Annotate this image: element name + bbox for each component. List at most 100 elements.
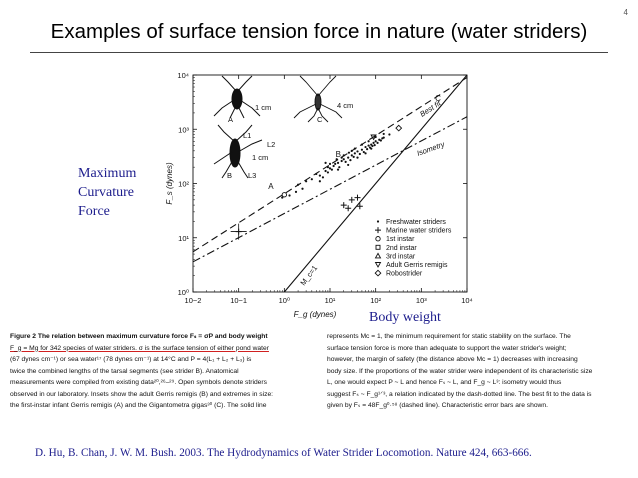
y-annotation-line: Curvature bbox=[78, 185, 134, 200]
data-point-diamond bbox=[395, 124, 403, 132]
slide-title: Examples of surface tension force in nat… bbox=[50, 20, 588, 43]
caption-line: L, one would expect P ~ L and hence Fₛ ~… bbox=[327, 379, 562, 386]
inset-insect-a bbox=[213, 75, 261, 119]
title-divider bbox=[30, 52, 608, 53]
data-point bbox=[364, 145, 367, 149]
data-point bbox=[367, 140, 370, 143]
data-point bbox=[334, 162, 337, 165]
data-point bbox=[353, 152, 356, 155]
data-point bbox=[382, 136, 385, 139]
inset-label: C bbox=[317, 115, 323, 124]
data-point bbox=[324, 169, 327, 173]
y-axis-title: F_s (dynes) bbox=[165, 162, 174, 205]
caption-line: however, the margin of safety (the dista… bbox=[327, 356, 578, 363]
data-point bbox=[288, 194, 291, 197]
caption-line: Figure 2 The relation between maximum cu… bbox=[10, 331, 316, 343]
point-label-a: A bbox=[268, 182, 274, 191]
data-point bbox=[372, 141, 375, 145]
data-point-plus bbox=[356, 203, 363, 210]
data-point bbox=[373, 144, 376, 147]
inset-label: L1 bbox=[243, 131, 251, 140]
inset-label: L2 bbox=[267, 140, 275, 149]
data-point bbox=[347, 163, 350, 167]
caption-line: observed in our laboratory. Insets show … bbox=[10, 390, 274, 398]
legend-entry: 3rd instar bbox=[386, 253, 416, 260]
y-tick-label: 10⁰ bbox=[178, 288, 189, 297]
legend-entry: Marine water striders bbox=[386, 228, 452, 235]
data-point-plus bbox=[340, 202, 347, 209]
caption-line-text: F_g = Mg for 342 species of water stride… bbox=[10, 344, 269, 352]
data-point bbox=[350, 149, 353, 152]
data-point bbox=[367, 144, 370, 147]
line-m-c-1 bbox=[283, 75, 467, 292]
line-label-mc: M_c=1 bbox=[298, 264, 319, 288]
inset-label: A bbox=[228, 115, 233, 124]
data-point bbox=[360, 148, 364, 151]
data-point bbox=[353, 147, 356, 150]
data-point bbox=[379, 139, 382, 142]
error-bar bbox=[230, 223, 247, 240]
inset-label: L3 bbox=[248, 171, 256, 180]
data-point bbox=[318, 174, 321, 177]
data-point-triangle-down bbox=[374, 262, 382, 268]
point-label-c: C bbox=[435, 94, 441, 103]
data-point bbox=[360, 143, 364, 146]
data-point bbox=[344, 160, 347, 164]
data-point bbox=[336, 168, 340, 171]
data-point bbox=[305, 180, 308, 183]
x-tick-label: 10¹ bbox=[325, 296, 336, 305]
data-point bbox=[352, 155, 355, 158]
data-point bbox=[336, 161, 340, 164]
caption-line: represents Mᴄ = 1, the minimum requireme… bbox=[327, 333, 571, 340]
inset-insect-b bbox=[213, 124, 263, 179]
data-point bbox=[376, 220, 380, 223]
inset-label: 4 cm bbox=[337, 101, 353, 110]
data-point-plus bbox=[354, 194, 361, 201]
caption-line-text: Figure 2 The relation between maximum cu… bbox=[10, 333, 268, 340]
data-point bbox=[342, 154, 345, 157]
data-point bbox=[330, 168, 333, 171]
data-point bbox=[324, 161, 327, 164]
data-point bbox=[340, 156, 343, 159]
data-point bbox=[358, 152, 361, 156]
data-point bbox=[328, 162, 332, 165]
caption-line: suggest Fₛ ~ F_g¹ᐟ³, a relation indicate… bbox=[327, 390, 592, 398]
figure-caption-left: Figure 2 The relation between maximum cu… bbox=[10, 331, 316, 412]
legend-entry: Robostrider bbox=[386, 271, 423, 278]
data-point bbox=[332, 164, 335, 168]
data-point bbox=[340, 159, 343, 163]
data-point bbox=[347, 151, 351, 154]
x-tick-label: 10⁴ bbox=[461, 296, 473, 305]
caption-line: given by Fₛ = 48F_g⁰·⁵⁸ (dashed line). C… bbox=[327, 402, 548, 409]
data-point bbox=[294, 190, 298, 194]
data-point-triangle bbox=[374, 252, 382, 259]
legend-entry: 1st instar bbox=[386, 236, 415, 243]
chart-marks: 10−2 10−1 10⁰ 10¹ 10² 10³ 10⁴ 10⁰ 10¹ 10² 10³ 10⁴ F_… bbox=[165, 71, 473, 319]
data-point bbox=[335, 158, 338, 161]
data-point bbox=[315, 172, 318, 176]
caption-line: the first-instar infant Gerris remigis (… bbox=[10, 402, 267, 409]
data-point bbox=[366, 148, 369, 151]
data-point bbox=[301, 187, 304, 190]
legend-entry: 2nd instar bbox=[386, 245, 417, 252]
data-point bbox=[356, 156, 359, 159]
data-point bbox=[321, 176, 325, 179]
page-number: 4 bbox=[623, 8, 628, 17]
inset-label: 1 cm bbox=[252, 153, 268, 162]
y-tick-label: 10⁴ bbox=[177, 71, 189, 80]
x-axis-annotation: Body weight bbox=[369, 310, 441, 325]
citation: D. Hu, B. Chan, J. W. M. Bush. 2003. The… bbox=[35, 447, 532, 459]
data-point bbox=[318, 180, 321, 183]
data-point-triangle-down bbox=[370, 134, 377, 141]
data-point bbox=[356, 150, 359, 153]
data-point-plus bbox=[375, 227, 381, 234]
x-tick-label: 10−1 bbox=[230, 296, 247, 305]
data-point bbox=[364, 152, 367, 155]
inset-insect-c bbox=[293, 75, 343, 123]
data-point-square bbox=[375, 244, 381, 250]
data-point bbox=[350, 154, 353, 157]
data-point bbox=[342, 158, 345, 161]
data-point bbox=[338, 166, 341, 169]
y-tick-label: 10³ bbox=[178, 125, 189, 134]
data-point bbox=[310, 178, 313, 181]
